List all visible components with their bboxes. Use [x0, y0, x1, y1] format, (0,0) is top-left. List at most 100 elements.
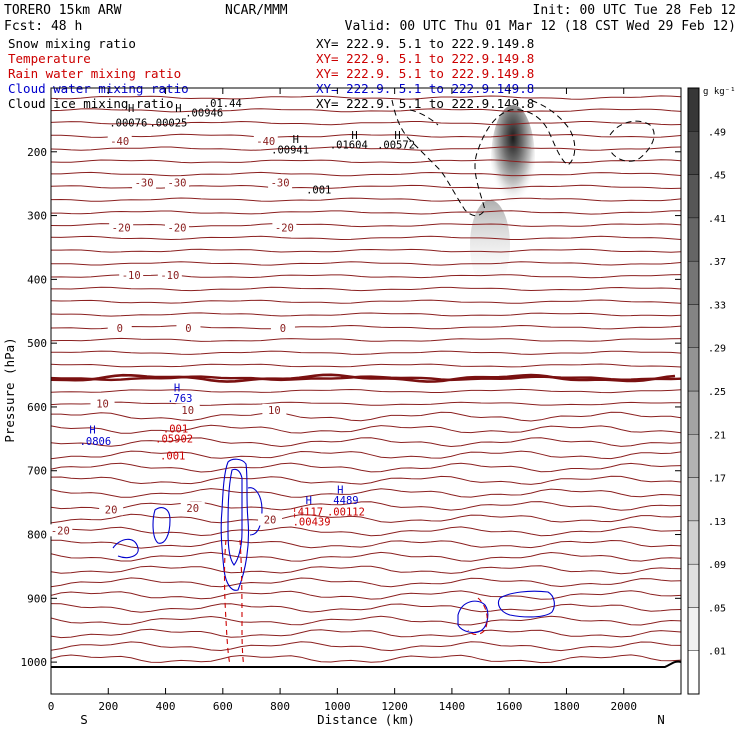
cloud-water-contour-7 — [497, 590, 555, 618]
extremum-label: .763 — [167, 393, 192, 405]
temperature-contours — [51, 95, 681, 664]
contour-label-bg — [157, 269, 182, 282]
contour-label-bg — [253, 135, 278, 148]
contour-label-bg — [109, 221, 134, 234]
cloud-ice-contour-east — [609, 120, 655, 162]
colorbar-swatch — [687, 607, 700, 651]
temperature-contour — [51, 539, 681, 549]
colorbar-tick-label: .21 — [708, 430, 726, 441]
colorbar-swatch — [687, 563, 700, 608]
extremum-label: .0806 — [80, 436, 112, 448]
temperature-contour-label: -10 — [122, 270, 141, 282]
extremum-label: H — [337, 485, 343, 497]
temperature-contour-label: -30 — [168, 178, 187, 190]
temperature-contour — [51, 603, 681, 613]
contour-label-bg — [90, 397, 115, 410]
temperature-contour — [51, 565, 681, 575]
legend-rain: Rain water mixing ratio — [8, 66, 181, 81]
colorbar-tick-label: .29 — [708, 344, 726, 355]
temperature-contour-label: -20 — [51, 525, 70, 537]
temperature-contour — [51, 261, 681, 266]
extremum-label: .01.44 — [204, 98, 242, 110]
header-valid: Valid: 00 UTC Thu 01 Mar 12 (18 CST Wed … — [345, 19, 736, 34]
contour-label-bg — [176, 322, 201, 335]
temperature-contour — [51, 654, 681, 664]
contour-label-bg — [175, 403, 200, 416]
colorbar-tick-label: .05 — [708, 603, 726, 614]
contour-label-bg — [107, 322, 132, 335]
header-fcst: Fcst: 48 h — [4, 19, 82, 34]
temperature-contour — [51, 299, 681, 304]
temperature-contour — [51, 159, 681, 164]
header-init: Init: 00 UTC Tue 28 Feb 12 — [533, 3, 737, 18]
extremum-label: .00112 — [327, 506, 365, 518]
y-tick-label: 900 — [27, 592, 47, 605]
y-tick-label: 1000 — [21, 656, 48, 669]
y-tick-label: 500 — [27, 337, 47, 350]
y-tick-label: 800 — [27, 529, 47, 542]
temperature-contour — [51, 462, 681, 473]
extremum-label: 4489 — [333, 495, 358, 507]
legend-temperature: Temperature — [8, 51, 91, 66]
contour-label-bg — [258, 513, 283, 526]
extremum-label: H — [89, 425, 95, 437]
x-tick-label: 800 — [270, 700, 290, 713]
header-model: TORERO 15km ARW — [4, 3, 122, 18]
temperature-contour — [51, 526, 681, 537]
temperature-contour-label: -20 — [168, 222, 187, 234]
rain-water-contour-3 — [467, 597, 488, 636]
temperature-contour-label: 0 — [185, 323, 191, 335]
x-tick-label: 2000 — [610, 700, 637, 713]
legend-xy-rain: XY= 222.9. 5.1 to 222.9.149.8 — [316, 66, 534, 81]
colorbar-tick-label: .33 — [708, 300, 726, 311]
extremum-label: .00946 — [185, 108, 223, 120]
colorbar-swatch — [687, 131, 700, 175]
colorbar-tick-label: .13 — [708, 517, 726, 528]
header-center: NCAR/MMM — [225, 3, 288, 18]
contour-label-bg — [270, 322, 295, 335]
colorbar-swatch — [687, 87, 700, 132]
colorbar-tick-label: .49 — [708, 127, 726, 138]
extremum-label: .01604 — [330, 140, 368, 152]
contour-label-bg — [119, 269, 144, 282]
temperature-contour — [51, 363, 681, 368]
temperature-contour-label: -30 — [135, 178, 154, 190]
temperature-contour — [51, 577, 681, 588]
temperature-contour — [51, 590, 681, 600]
contour-labels: -40 -40 -30 -30 -30 -20 -20 -20 -10 -10 0 0 0 10 10 10 2… — [48, 98, 415, 537]
y-axis-title: Pressure (hPa) — [2, 337, 17, 442]
temperature-contour-label: -10 — [160, 270, 179, 282]
temperature-contour — [51, 501, 681, 511]
cloud-ice-contours — [391, 99, 655, 217]
x-tick-label: 400 — [156, 700, 176, 713]
cloud-ice-contour-west — [409, 109, 439, 126]
extremum-label: H — [175, 103, 181, 115]
contour-label-bg — [99, 503, 124, 516]
temperature-contour-label: 20 — [264, 514, 277, 526]
temperature-contour — [51, 513, 681, 524]
colorbar-tick-label: .25 — [708, 387, 726, 398]
cloud-water-contour-3 — [247, 487, 263, 536]
cloud-water-contour-4 — [152, 507, 171, 544]
legend-xy-snow: XY= 222.9. 5.1 to 222.9.149.8 — [316, 36, 534, 51]
temperature-contour — [51, 350, 681, 355]
snow-shading-core — [491, 105, 535, 215]
extremum-label: .00076 — [109, 117, 147, 129]
y-tick-label: 700 — [27, 465, 47, 478]
temperature-contour — [51, 641, 681, 652]
x-tick-label: 200 — [98, 700, 118, 713]
snow-shading-tail — [470, 200, 510, 290]
temperature-contour — [51, 324, 681, 330]
temperature-contour — [51, 171, 681, 177]
extremum-label: .001 — [306, 184, 331, 196]
temperature-contour-label: 10 — [181, 405, 194, 417]
extremum-label: H — [394, 130, 400, 142]
y-tick-label: 400 — [27, 273, 47, 286]
temperature-contour-label: 10 — [96, 398, 109, 410]
colorbar-tick-label: .45 — [708, 171, 726, 182]
temperature-contour — [51, 424, 681, 434]
x-axis-title: Distance (km) — [317, 712, 415, 727]
colorbar-tick-label: .01 — [708, 647, 726, 658]
legend-xy-temperature: XY= 222.9. 5.1 to 222.9.149.8 — [316, 51, 534, 66]
colorbar-swatch — [687, 260, 700, 305]
